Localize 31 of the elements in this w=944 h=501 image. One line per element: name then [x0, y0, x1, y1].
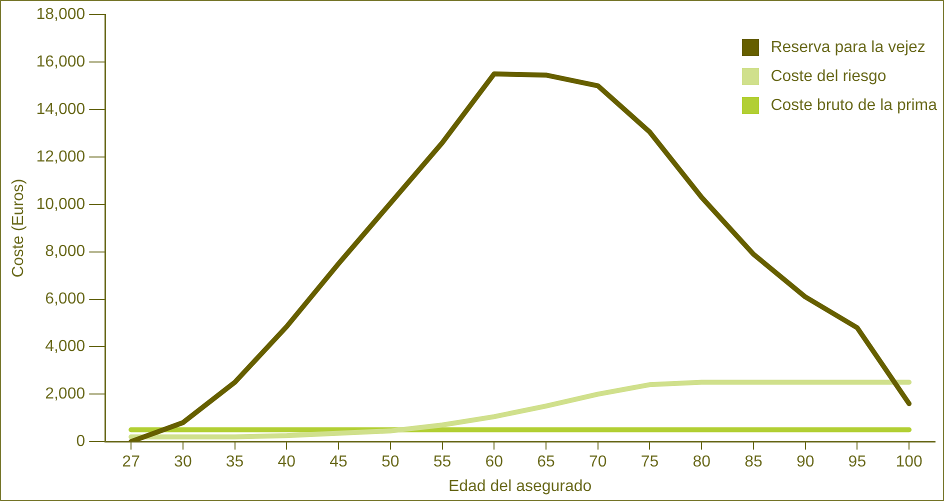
- y-tick-label: 8,000: [45, 243, 86, 260]
- x-tick-label: 85: [744, 454, 762, 471]
- x-tick-label: 65: [537, 454, 555, 471]
- legend-label: Coste bruto de la prima: [770, 96, 937, 114]
- x-tick-label: 50: [382, 454, 400, 471]
- x-axis-title: Edad del asegurado: [448, 478, 592, 495]
- y-tick-label: 16,000: [36, 53, 86, 70]
- y-tick-label: 0: [76, 433, 86, 450]
- x-tick-label: 45: [330, 454, 348, 471]
- x-tick-label: 35: [226, 454, 244, 471]
- y-tick-label: 4,000: [45, 338, 86, 356]
- y-tick-label: 10,000: [36, 196, 86, 213]
- x-tick-label: 55: [433, 454, 452, 471]
- x-tick-label: 90: [796, 454, 814, 471]
- y-tick-label: 6,000: [45, 290, 86, 308]
- x-tick-label: 100: [896, 454, 923, 471]
- legend-label: Reserva para la vejez: [770, 38, 926, 56]
- x-tick-label: 30: [174, 454, 192, 471]
- x-tick-label: 80: [692, 454, 711, 471]
- x-tick-label: 40: [278, 454, 296, 471]
- x-tick-label: 95: [848, 454, 866, 471]
- x-tick-label: 60: [485, 454, 504, 471]
- y-tick-label: 12,000: [36, 148, 86, 166]
- y-axis-title: Coste (Euros): [10, 178, 28, 278]
- x-tick-label: 27: [122, 454, 140, 471]
- legend-label: Coste del riesgo: [770, 68, 886, 86]
- y-tick-label: 2,000: [45, 386, 86, 403]
- x-tick-label: 75: [640, 454, 659, 471]
- y-tick-label: 14,000: [36, 100, 86, 118]
- x-tick-label: 70: [588, 454, 607, 471]
- y-tick-label: 18,000: [36, 6, 86, 24]
